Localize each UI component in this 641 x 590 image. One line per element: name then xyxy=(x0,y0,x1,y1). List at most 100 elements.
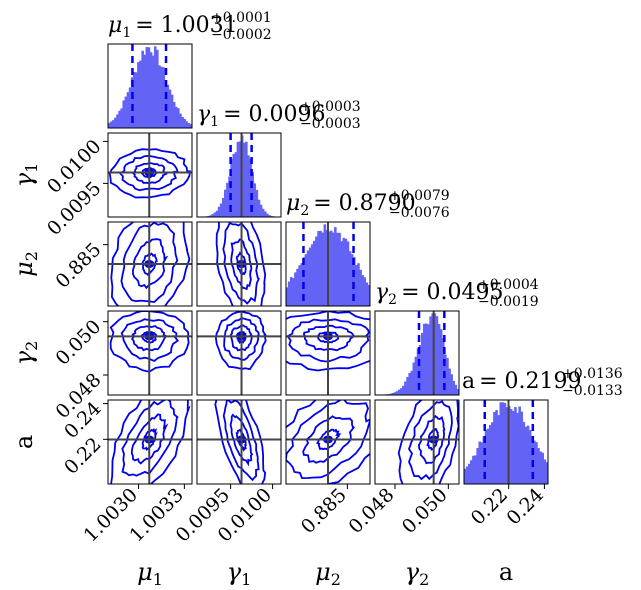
title-minus-μ1: −0.0002 xyxy=(211,27,272,43)
contour-μ2-γ1-0 xyxy=(215,222,267,306)
contour-a-γ1-2 xyxy=(229,413,254,467)
y-axis-symbol: a xyxy=(10,435,38,449)
contour-μ2-μ1-2 xyxy=(132,238,169,290)
histogram-a xyxy=(464,402,548,484)
contour-a-γ2-1 xyxy=(408,400,453,481)
title-value: = 1.0031 xyxy=(135,13,237,38)
panel-μ2-μ1 xyxy=(108,222,192,306)
title-symbol: γ xyxy=(375,280,389,305)
contour-γ2-γ1-2 xyxy=(229,324,253,352)
panel-μ2-μ2 xyxy=(286,222,370,306)
x-axis-subscript: 2 xyxy=(419,570,429,589)
contour-μ2-μ1-0 xyxy=(110,222,191,306)
title-plus-γ2: +0.0004 xyxy=(478,277,539,293)
title-value: = 0.0495 xyxy=(401,280,503,305)
title-subscript: 1 xyxy=(210,114,219,130)
contour-a-μ2-0 xyxy=(286,400,370,484)
title-value: = 0.8790 xyxy=(313,191,415,216)
contour-γ2-μ2-1 xyxy=(286,318,370,363)
panel-frame-μ1-μ1 xyxy=(107,43,193,129)
x-tick-label-a-1: 0.24 xyxy=(502,484,547,529)
x-axis-symbol: γ xyxy=(227,558,242,586)
contour-a-γ1-0 xyxy=(214,400,267,484)
x-axis-label-γ2: γ2 xyxy=(405,558,430,589)
panel-frame-γ1-μ1 xyxy=(107,132,193,218)
x-axis-label-a: a xyxy=(499,558,513,586)
panel-frame-μ2-γ1 xyxy=(196,221,282,307)
contour-γ2-μ1-1 xyxy=(120,318,179,363)
panel-a-γ2 xyxy=(375,400,459,484)
contour-a-γ1-1 xyxy=(222,400,260,482)
title-subscript: 2 xyxy=(388,292,397,308)
contour-μ2-γ1-2 xyxy=(230,238,253,291)
panel-frame-a-γ1 xyxy=(196,399,282,485)
panel-frame-γ2-μ2 xyxy=(285,310,371,396)
x-tick-label-μ2-0: 0.885 xyxy=(297,484,351,538)
panel-a-μ1 xyxy=(108,400,192,484)
panel-γ2-γ1 xyxy=(197,311,281,395)
y-axis-subscript: 1 xyxy=(22,163,41,173)
panel-μ1-μ1 xyxy=(108,44,192,128)
title-subscript: 1 xyxy=(122,25,131,41)
panel-frame-γ2-γ1 xyxy=(196,310,282,396)
y-tick-label-μ2-0: 0.885 xyxy=(52,239,106,293)
title-value: = 0.2199 xyxy=(479,369,581,394)
title-γ1: γ1 = 0.0096 xyxy=(197,102,325,130)
panel-frame-μ2-μ1 xyxy=(107,221,193,307)
x-tick-label-γ2-1: 0.050 xyxy=(398,484,452,538)
title-value: = 0.0096 xyxy=(223,102,325,127)
contour-a-μ1-1 xyxy=(121,400,179,477)
histogram-γ2 xyxy=(375,313,459,395)
panel-γ1-γ1 xyxy=(197,133,281,217)
x-axis-subscript: 1 xyxy=(241,570,251,589)
x-axis-label-γ1: γ1 xyxy=(227,558,252,589)
panel-μ2-γ1 xyxy=(197,222,281,306)
x-tick-label-γ2-0: 0.048 xyxy=(345,484,399,538)
title-plus-γ1: +0.0003 xyxy=(300,99,361,115)
contour-μ2-μ1-1 xyxy=(120,222,179,304)
x-axis-symbol: μ xyxy=(315,558,331,586)
x-axis-subscript: 2 xyxy=(331,570,341,589)
contour-γ1-μ1-0 xyxy=(108,148,191,199)
contour-γ2-γ1-1 xyxy=(223,317,260,361)
contour-γ2-μ1-0 xyxy=(109,311,190,373)
contour-a-γ2-0 xyxy=(397,400,459,484)
x-axis-label-μ1: μ1 xyxy=(137,558,163,589)
contour-γ2-μ1-2 xyxy=(131,324,170,352)
title-a: a = 0.2199 xyxy=(462,369,582,394)
y-tick-label-a-0: 0.22 xyxy=(60,433,105,478)
y-axis-symbol: μ xyxy=(10,261,38,277)
y-axis-label-γ2: γ2 xyxy=(10,341,41,366)
panel-a-a xyxy=(464,400,548,484)
panel-γ2-μ1 xyxy=(108,311,192,395)
title-plus-μ1: +0.0001 xyxy=(211,10,272,26)
contour-a-μ1-0 xyxy=(110,400,191,484)
contour-μ2-γ1-1 xyxy=(222,222,260,305)
panel-γ2-μ2 xyxy=(286,311,370,395)
y-axis-symbol: γ xyxy=(10,350,38,365)
contour-a-γ1-3 xyxy=(235,428,247,453)
contour-a-μ1-2 xyxy=(130,413,169,465)
panel-frame-a-γ2 xyxy=(374,399,460,485)
title-minus-γ1: −0.0003 xyxy=(300,116,361,132)
contour-a-μ2-3 xyxy=(316,428,342,451)
title-minus-γ2: −0.0019 xyxy=(478,294,539,310)
x-axis-symbol: a xyxy=(499,558,513,586)
contour-γ2-μ2-2 xyxy=(302,324,356,352)
title-plus-a: +0.0136 xyxy=(562,366,623,382)
contour-a-μ1-3 xyxy=(141,428,158,451)
contour-γ1-μ1-1 xyxy=(118,154,179,192)
panel-a-μ2 xyxy=(286,400,370,484)
panel-a-γ1 xyxy=(197,400,281,484)
panel-frame-μ2-μ2 xyxy=(285,221,371,307)
x-axis-symbol: μ xyxy=(137,558,153,586)
y-axis-label-a: a xyxy=(10,435,38,449)
panel-frame-a-a xyxy=(463,399,549,485)
title-subscript: 2 xyxy=(300,203,309,219)
title-plus-μ2: +0.0079 xyxy=(389,188,450,204)
contour-γ2-μ2-0 xyxy=(286,311,370,372)
contour-μ2-μ1-3 xyxy=(141,252,158,277)
y-axis-label-μ2: μ2 xyxy=(10,251,41,277)
title-minus-μ2: −0.0076 xyxy=(389,205,450,221)
